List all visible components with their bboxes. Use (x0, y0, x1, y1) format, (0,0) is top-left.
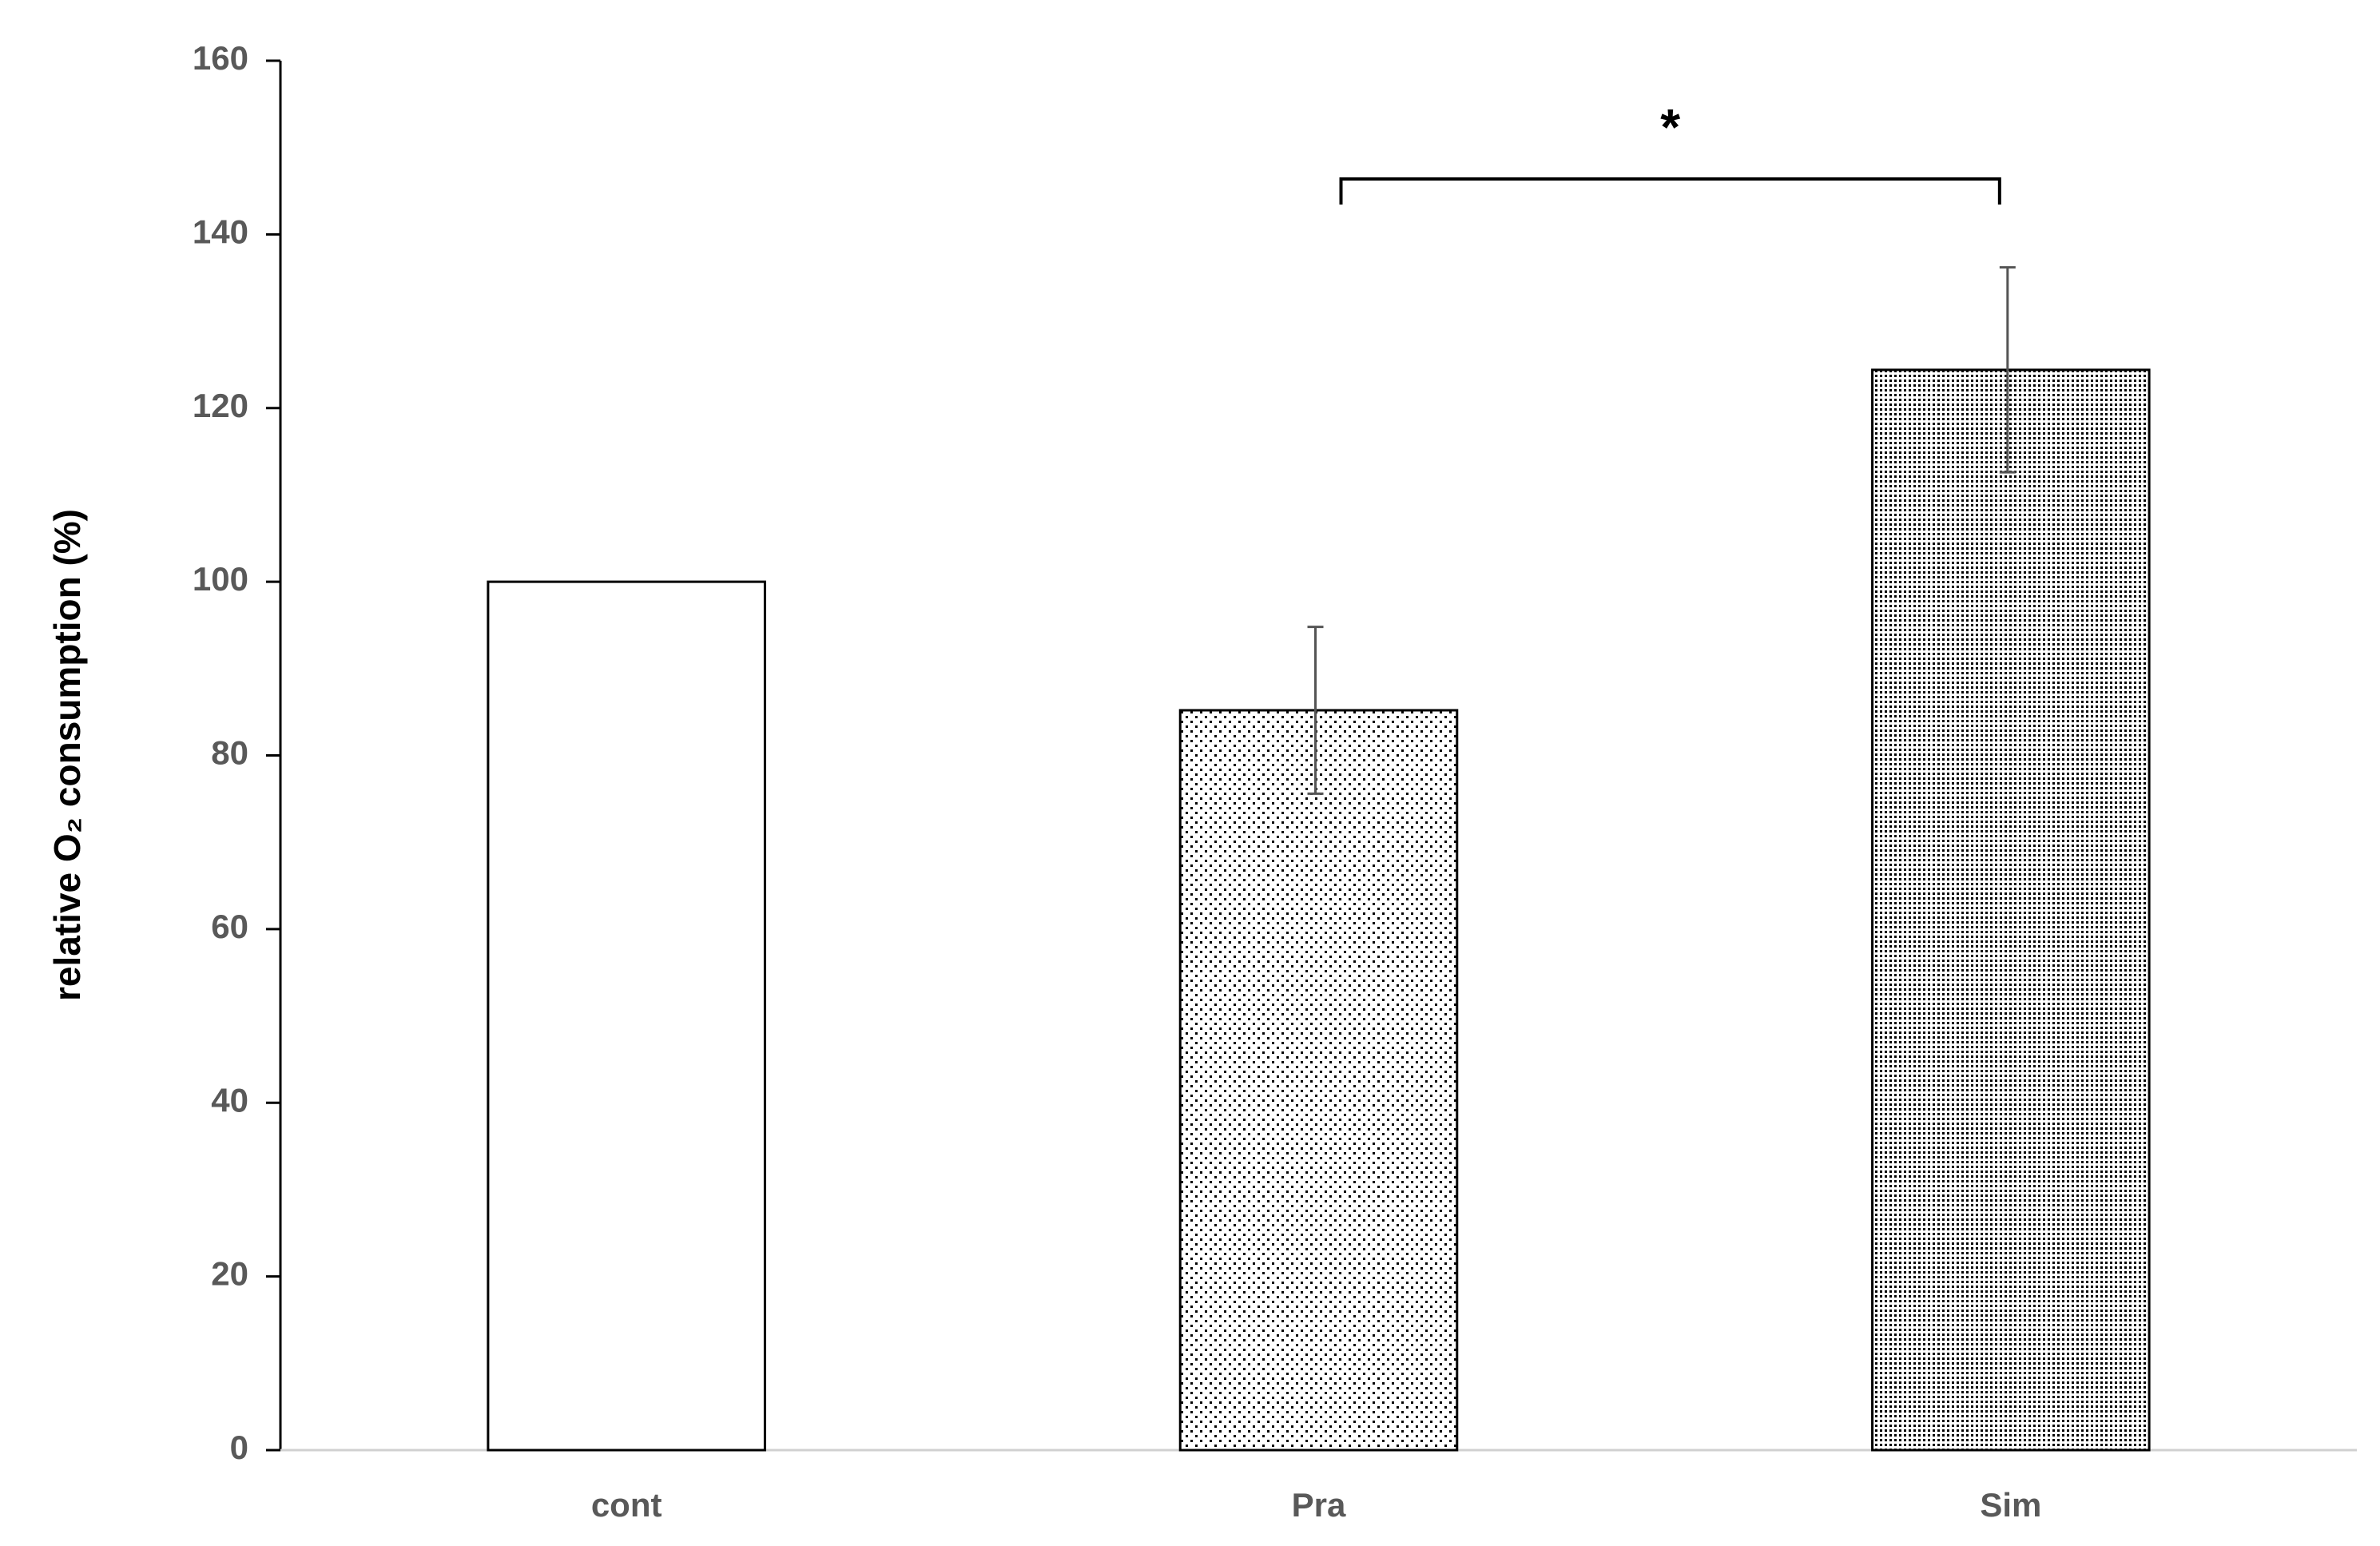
x-tick-label: cont (591, 1486, 662, 1524)
bar (1178, 709, 1459, 1452)
y-tick-label: 100 (193, 560, 248, 598)
y-tick-label: 120 (193, 387, 248, 424)
significance-bracket (1339, 177, 2001, 205)
y-tick-label: 80 (211, 734, 248, 772)
y-tick-label: 20 (211, 1255, 248, 1293)
x-tick-label: Pra (1292, 1486, 1346, 1524)
bar (1871, 368, 2151, 1452)
significance-label: * (1660, 98, 1680, 156)
y-axis-label: relative O₂ consumption (%) (46, 509, 88, 1001)
y-tick-label: 160 (193, 39, 248, 77)
y-tick-label: 40 (211, 1081, 248, 1119)
y-tick-label: 60 (211, 908, 248, 945)
bar (487, 580, 766, 1452)
y-tick-label: 0 (230, 1429, 248, 1466)
y-tick-label: 140 (193, 213, 248, 250)
x-tick-label: Sim (1980, 1486, 2041, 1524)
